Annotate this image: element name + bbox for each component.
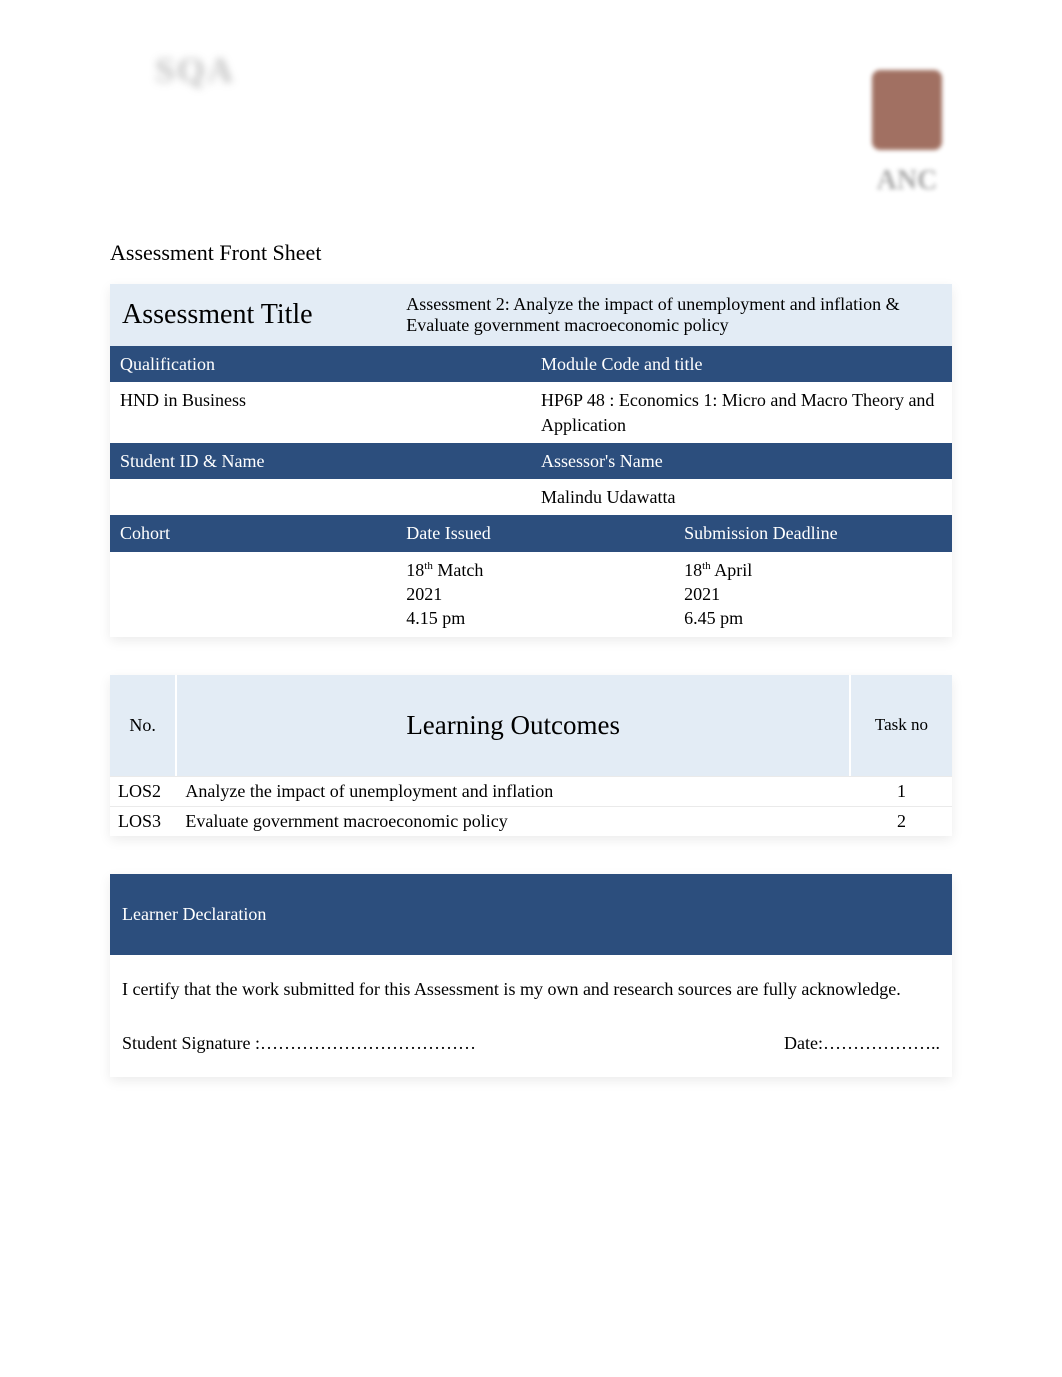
student-assessor-header: Student ID & Name Assessor's Name xyxy=(110,443,952,479)
outcomes-row-title: Analyze the impact of unemployment and i… xyxy=(177,777,851,806)
assessment-title-label: Assessment Title xyxy=(110,284,396,346)
declaration-text: I certify that the work submitted for th… xyxy=(122,977,940,1001)
date-issued-label: Date Issued xyxy=(396,515,674,551)
header-logos: SQA ANC xyxy=(110,30,952,230)
cohort-dates-values: 18th Match 2021 4.15 pm 18th April 2021 … xyxy=(110,552,952,637)
outcomes-row-task: 1 xyxy=(851,777,952,806)
date-issued-year: 2021 xyxy=(406,584,442,604)
assessment-title-value: Assessment 2: Analyze the impact of unem… xyxy=(396,284,952,346)
qualification-value: HND in Business xyxy=(110,382,531,443)
outcomes-row-no: LOS3 xyxy=(110,807,177,836)
logo-left-icon: SQA xyxy=(110,30,280,110)
declaration-block: Learner Declaration I certify that the w… xyxy=(110,874,952,1078)
outcomes-no-header: No. xyxy=(110,675,177,776)
logo-right-icon: ANC xyxy=(842,70,972,197)
outcomes-row-task: 2 xyxy=(851,807,952,836)
outcomes-row-title: Evaluate government macroeconomic policy xyxy=(177,807,851,836)
assessor-label: Assessor's Name xyxy=(531,443,952,479)
student-label: Student ID & Name xyxy=(110,443,531,479)
cohort-label: Cohort xyxy=(110,515,396,551)
date-issued-time: 4.15 pm xyxy=(406,608,465,628)
date-issued-month: Match xyxy=(433,560,483,580)
qualification-module-values: HND in Business HP6P 48 : Economics 1: M… xyxy=(110,382,952,443)
outcomes-task-header: Task no xyxy=(851,675,952,776)
qualification-module-header: Qualification Module Code and title xyxy=(110,346,952,382)
deadline-day: 18 xyxy=(684,560,702,580)
learning-outcomes-block: No. Learning Outcomes Task no LOS2 Analy… xyxy=(110,675,952,836)
student-value xyxy=(110,479,531,515)
student-assessor-values: Malindu Udawatta xyxy=(110,479,952,515)
signature-label: Student Signature :……………………………… xyxy=(122,1031,476,1055)
deadline-month: April xyxy=(711,560,753,580)
cohort-dates-header: Cohort Date Issued Submission Deadline xyxy=(110,515,952,551)
module-label: Module Code and title xyxy=(531,346,952,382)
assessment-info-block: Assessment Title Assessment 2: Analyze t… xyxy=(110,284,952,637)
deadline-sup: th xyxy=(702,560,711,572)
deadline-value: 18th April 2021 6.45 pm xyxy=(674,552,952,637)
date-issued-value: 18th Match 2021 4.15 pm xyxy=(396,552,674,637)
page-title: Assessment Front Sheet xyxy=(110,240,952,266)
assessor-value: Malindu Udawatta xyxy=(531,479,952,515)
outcomes-row-no: LOS2 xyxy=(110,777,177,806)
outcomes-title-header: Learning Outcomes xyxy=(177,675,851,776)
deadline-label: Submission Deadline xyxy=(674,515,952,551)
module-value: HP6P 48 : Economics 1: Micro and Macro T… xyxy=(531,382,952,443)
qualification-label: Qualification xyxy=(110,346,531,382)
assessment-title-row: Assessment Title Assessment 2: Analyze t… xyxy=(110,284,952,346)
date-issued-day: 18 xyxy=(406,560,424,580)
cohort-value xyxy=(110,552,396,637)
outcomes-header-row: No. Learning Outcomes Task no xyxy=(110,675,952,776)
declaration-body: I certify that the work submitted for th… xyxy=(110,955,952,1078)
deadline-time: 6.45 pm xyxy=(684,608,743,628)
deadline-year: 2021 xyxy=(684,584,720,604)
date-label: Date:……………….. xyxy=(784,1031,940,1055)
signature-row: Student Signature :……………………………… Date:………… xyxy=(122,1031,940,1055)
declaration-header: Learner Declaration xyxy=(110,874,952,955)
outcomes-row: LOS3 Evaluate government macroeconomic p… xyxy=(110,806,952,836)
outcomes-row: LOS2 Analyze the impact of unemployment … xyxy=(110,776,952,806)
date-issued-sup: th xyxy=(424,560,433,572)
